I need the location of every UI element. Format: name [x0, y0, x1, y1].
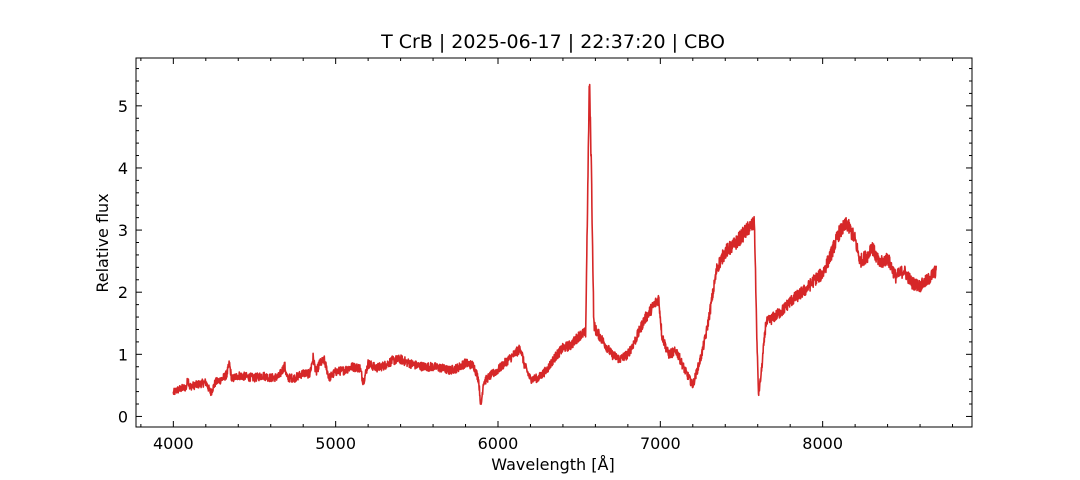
- y-tick-label: 2: [118, 283, 128, 302]
- x-tick-label: 5000: [315, 434, 356, 453]
- x-tick-label: 8000: [802, 434, 843, 453]
- y-axis-label: Relative flux: [93, 193, 112, 292]
- y-tick-label: 1: [118, 345, 128, 364]
- tick-layer: 4000 5000 6000 7000 8000 0 1 2 3 4 5: [118, 58, 972, 453]
- y-tick-label: 5: [118, 97, 128, 116]
- chart-title: T CrB | 2025-06-17 | 22:37:20 | CBO: [380, 31, 725, 53]
- x-tick-label: 7000: [640, 434, 681, 453]
- x-axis-label: Wavelength [Å]: [491, 455, 614, 474]
- series-layer: [172, 83, 937, 405]
- plot-frame: [135, 57, 973, 428]
- spectrum-line-0: [172, 83, 937, 405]
- y-tick-label: 3: [118, 221, 128, 240]
- x-tick-label: 6000: [478, 434, 519, 453]
- y-tick-label: 0: [118, 407, 128, 426]
- x-tick-label: 4000: [153, 434, 194, 453]
- y-tick-label: 4: [118, 159, 128, 178]
